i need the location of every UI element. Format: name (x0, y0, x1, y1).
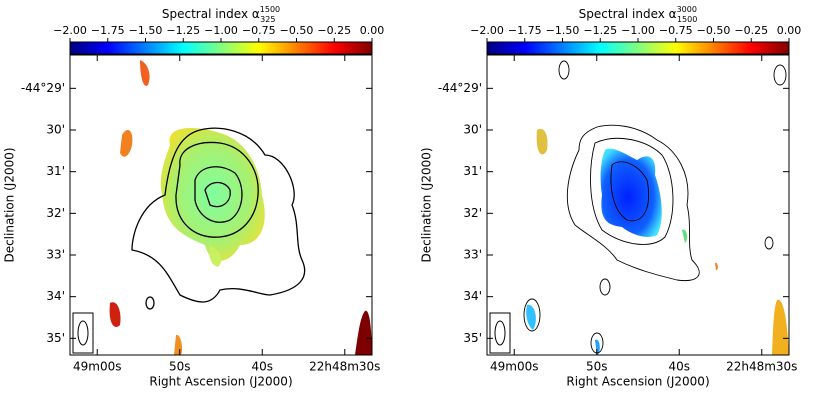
y-axis-label: Declination (J2000) (420, 147, 434, 262)
y-tick-label: 34' (46, 289, 65, 303)
colorbar-tick-label: −1.75 (91, 24, 125, 37)
y-tick-label: 31' (463, 164, 482, 178)
chart-title: Spectral index α3000 1500 (579, 5, 698, 24)
y-tick-label: 35' (46, 331, 65, 345)
y-tick-label: 33' (463, 248, 482, 262)
colorbar-tick-label: 0.00 (777, 24, 802, 37)
x-tick-label: 40s (251, 360, 273, 374)
colorbar-tick-label: −1.00 (621, 24, 655, 37)
image-left (72, 60, 372, 355)
x-tick-label: 49m00s (73, 360, 121, 374)
title-text: Spectral index α (579, 7, 677, 21)
x-tick-label: 50s (169, 360, 191, 374)
y-tick-label: -44°29' (438, 81, 482, 95)
chart-title: Spectral index α1500 325 (162, 5, 280, 24)
colorbar-tick-label: −0.25 (317, 24, 351, 37)
colorbar-tick-label: −0.75 (659, 24, 693, 37)
y-tick-label: -44°29' (21, 81, 65, 95)
x-tick-label: 22h48m30s (726, 360, 797, 374)
y-axis-label: Declination (J2000) (3, 147, 17, 262)
colorbar-tick-label: −0.75 (242, 24, 276, 37)
title-subscript: 1500 (677, 15, 697, 24)
x-tick-label: 50s (586, 360, 608, 374)
colorbar-tick-label: −2.00 (470, 24, 504, 37)
y-tick-label: 35' (463, 331, 482, 345)
image-right (489, 60, 789, 355)
x-tick-label: 40s (668, 360, 690, 374)
x-tick-label: 22h48m30s (309, 360, 380, 374)
colorbar-tick-label: −1.25 (166, 24, 200, 37)
y-tick-label: 30' (463, 123, 482, 137)
colorbar (486, 41, 790, 55)
colorbar-tick-label: −0.50 (280, 24, 314, 37)
plot-frame (486, 54, 790, 356)
colorbar-tick-label: −1.00 (204, 24, 238, 37)
colorbar-tick-label: −1.75 (508, 24, 542, 37)
y-tick-label: 32' (463, 206, 482, 220)
plot-frame (69, 54, 373, 356)
x-axis-label: Right Ascension (J2000) (149, 375, 292, 389)
title-subscript: 325 (260, 15, 275, 24)
colorbar-tick-label: −2.00 (53, 24, 87, 37)
colorbar-tick-label: 0.00 (360, 24, 385, 37)
title-superscript: 1500 (260, 5, 280, 14)
colorbar-tick-label: −1.50 (546, 24, 580, 37)
colorbar-tick-label: −0.25 (734, 24, 768, 37)
y-tick-label: 31' (46, 164, 65, 178)
y-tick-label: 34' (463, 289, 482, 303)
y-tick-label: 33' (46, 248, 65, 262)
title-superscript: 3000 (677, 5, 697, 14)
x-axis-label: Right Ascension (J2000) (566, 375, 709, 389)
colorbar (69, 41, 373, 55)
y-tick-label: 30' (46, 123, 65, 137)
colorbar-tick-label: −1.25 (583, 24, 617, 37)
colorbar-tick-label: −0.50 (697, 24, 731, 37)
title-text: Spectral index α (162, 7, 260, 21)
y-tick-label: 32' (46, 206, 65, 220)
x-tick-label: 49m00s (490, 360, 538, 374)
colorbar-tick-label: −1.50 (129, 24, 163, 37)
